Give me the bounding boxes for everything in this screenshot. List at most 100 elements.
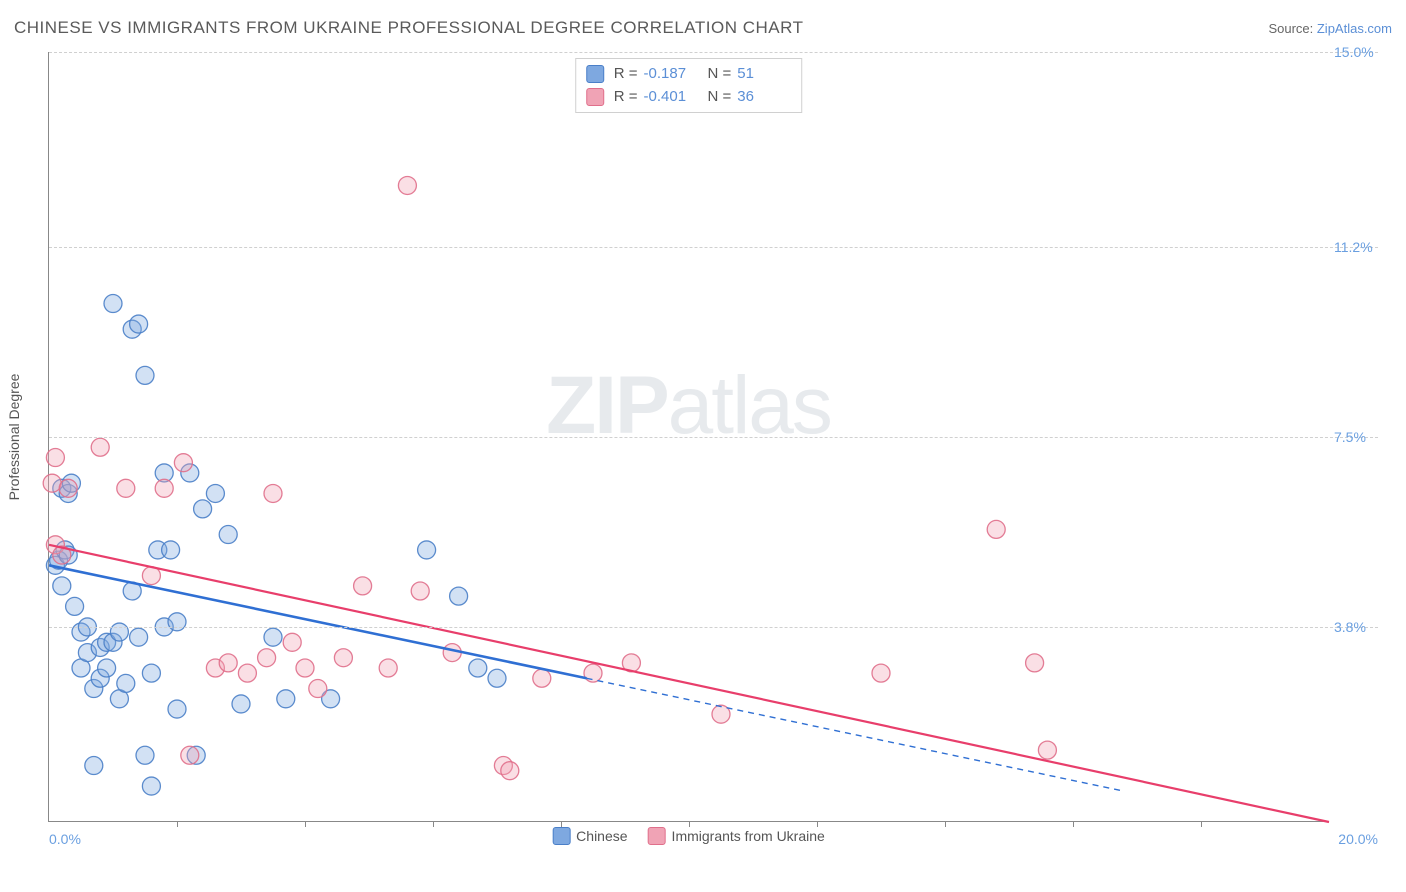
x-tick — [817, 821, 818, 827]
scatter-point-ukraine — [533, 669, 551, 687]
scatter-point-ukraine — [43, 474, 61, 492]
y-tick-label: 3.8% — [1328, 619, 1378, 635]
gridline — [49, 627, 1378, 628]
scatter-point-chinese — [142, 777, 160, 795]
x-tick — [561, 821, 562, 827]
scatter-point-ukraine — [264, 484, 282, 502]
scatter-point-chinese — [136, 746, 154, 764]
scatter-point-chinese — [130, 315, 148, 333]
scatter-point-chinese — [450, 587, 468, 605]
series-legend: Chinese Immigrants from Ukraine — [552, 827, 825, 845]
scatter-point-ukraine — [155, 479, 173, 497]
stats-row-chinese: R = -0.187 N =51 — [586, 63, 792, 86]
stats-n-label: N = — [708, 63, 732, 86]
chart-title: CHINESE VS IMMIGRANTS FROM UKRAINE PROFE… — [14, 18, 803, 38]
x-tick — [433, 821, 434, 827]
stats-swatch — [586, 65, 604, 83]
scatter-point-chinese — [168, 613, 186, 631]
scatter-point-ukraine — [258, 649, 276, 667]
scatter-point-ukraine — [296, 659, 314, 677]
legend-item-ukraine: Immigrants from Ukraine — [648, 827, 825, 845]
scatter-point-ukraine — [872, 664, 890, 682]
scatter-point-chinese — [232, 695, 250, 713]
scatter-point-chinese — [85, 757, 103, 775]
scatter-point-ukraine — [283, 633, 301, 651]
scatter-point-chinese — [418, 541, 436, 559]
scatter-point-chinese — [168, 700, 186, 718]
scatter-point-ukraine — [309, 680, 327, 698]
legend-swatch — [552, 827, 570, 845]
chart-container: Professional Degree ZIPatlas R =-0.187N … — [48, 52, 1378, 822]
scatter-point-ukraine — [501, 762, 519, 780]
scatter-point-ukraine — [379, 659, 397, 677]
legend-label: Immigrants from Ukraine — [672, 828, 825, 844]
y-axis-label: Professional Degree — [6, 374, 22, 501]
scatter-point-chinese — [488, 669, 506, 687]
scatter-point-ukraine — [411, 582, 429, 600]
source-credit: Source: ZipAtlas.com — [1268, 21, 1392, 36]
x-tick — [945, 821, 946, 827]
scatter-point-ukraine — [59, 479, 77, 497]
scatter-point-ukraine — [1038, 741, 1056, 759]
scatter-point-chinese — [104, 295, 122, 313]
source-link[interactable]: ZipAtlas.com — [1317, 21, 1392, 36]
scatter-point-chinese — [53, 577, 71, 595]
scatter-point-ukraine — [174, 454, 192, 472]
x-axis-max-label: 20.0% — [1338, 831, 1378, 847]
legend-swatch — [648, 827, 666, 845]
scatter-point-chinese — [162, 541, 180, 559]
legend-label: Chinese — [576, 828, 627, 844]
stats-swatch — [586, 88, 604, 106]
legend-item-chinese: Chinese — [552, 827, 627, 845]
trend-line-ukraine — [49, 545, 1329, 822]
y-tick-label: 7.5% — [1328, 429, 1378, 445]
scatter-point-ukraine — [219, 654, 237, 672]
scatter-point-ukraine — [398, 176, 416, 194]
trend-line-chinese — [49, 565, 587, 678]
scatter-point-ukraine — [46, 449, 64, 467]
scatter-point-chinese — [469, 659, 487, 677]
x-tick — [1073, 821, 1074, 827]
gridline — [49, 52, 1378, 53]
gridline — [49, 437, 1378, 438]
scatter-point-ukraine — [91, 438, 109, 456]
stats-r-value: -0.401 — [644, 86, 698, 109]
plot-area: ZIPatlas R =-0.187N =51R =-0.401N =36 0.… — [48, 52, 1328, 822]
scatter-point-ukraine — [354, 577, 372, 595]
x-tick — [689, 821, 690, 827]
scatter-point-chinese — [136, 366, 154, 384]
gridline — [49, 247, 1378, 248]
scatter-point-ukraine — [584, 664, 602, 682]
x-axis-min-label: 0.0% — [49, 831, 81, 847]
stats-n-value: 51 — [737, 63, 791, 86]
x-tick — [1201, 821, 1202, 827]
scatter-point-chinese — [277, 690, 295, 708]
scatter-point-chinese — [264, 628, 282, 646]
stats-n-label: N = — [708, 86, 732, 109]
stats-r-label: R = — [614, 86, 638, 109]
scatter-point-chinese — [98, 659, 116, 677]
scatter-point-ukraine — [1026, 654, 1044, 672]
x-tick — [177, 821, 178, 827]
scatter-point-chinese — [142, 664, 160, 682]
scatter-point-chinese — [117, 674, 135, 692]
scatter-point-chinese — [130, 628, 148, 646]
stats-r-value: -0.187 — [644, 63, 698, 86]
scatter-point-chinese — [194, 500, 212, 518]
stats-legend-box: R = -0.187 N =51 R = -0.401 N =36 — [575, 58, 803, 113]
stats-n-value: 36 — [737, 86, 791, 109]
x-tick — [305, 821, 306, 827]
scatter-point-ukraine — [117, 479, 135, 497]
scatter-point-ukraine — [238, 664, 256, 682]
stats-r-label: R = — [614, 63, 638, 86]
trend-line-dashed-chinese — [587, 678, 1125, 791]
scatter-point-chinese — [110, 623, 128, 641]
scatter-point-ukraine — [987, 520, 1005, 538]
scatter-point-chinese — [206, 484, 224, 502]
y-tick-label: 11.2% — [1328, 239, 1378, 255]
scatter-point-ukraine — [334, 649, 352, 667]
stats-row-ukraine: R = -0.401 N =36 — [586, 86, 792, 109]
scatter-point-chinese — [219, 526, 237, 544]
y-tick-label: 15.0% — [1328, 44, 1378, 60]
source-prefix: Source: — [1268, 21, 1316, 36]
